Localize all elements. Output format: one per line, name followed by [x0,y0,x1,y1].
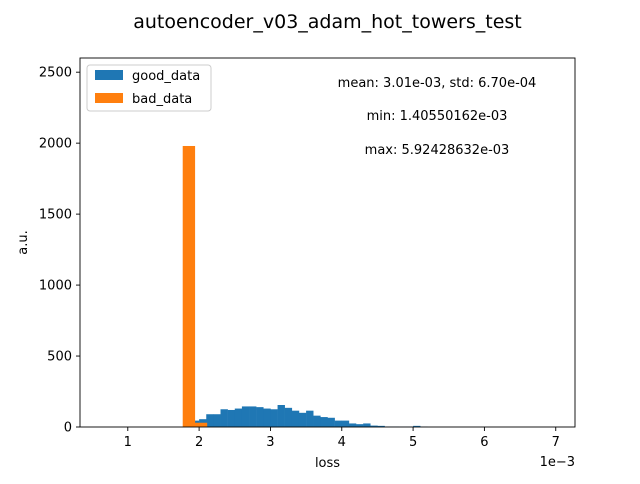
bar-good-data [263,409,270,427]
y-tick-label: 2500 [39,66,72,81]
bar-good-data [213,414,220,427]
y-tick-label: 1000 [39,279,72,294]
bar-good-data [328,418,335,427]
x-tick-label: 5 [409,435,417,450]
bar-bad-data [183,146,195,427]
bar-good-data [221,409,228,427]
bar-good-data [206,414,213,427]
y-axis-label: a.u. [16,230,31,254]
bar-good-data [342,421,349,427]
bar-good-data [306,411,313,427]
x-tick-label: 2 [195,435,203,450]
y-axis-ticks: 0 500 1000 1500 2000 2500 [39,66,80,436]
bar-good-data [292,411,299,427]
legend-label-good-data: good_data [132,69,200,84]
x-tick-label: 4 [338,435,346,450]
legend: good_data bad_data [87,65,211,111]
bar-good-data [249,406,256,427]
bar-good-data [320,417,327,427]
annotation-mean-std: mean: 3.01e-03, std: 6.70e-04 [338,76,537,91]
bar-good-data [363,423,370,427]
legend-label-bad-data: bad_data [132,92,192,107]
chart-title: autoencoder_v03_adam_hot_towers_test [133,11,522,33]
stats-annotations: mean: 3.01e-03, std: 6.70e-04 min: 1.405… [338,76,537,158]
x-axis-offset-label: 1e−3 [540,455,575,470]
y-tick-label: 2000 [39,137,72,152]
bar-good-data [335,421,342,427]
y-tick-label: 0 [64,421,72,436]
bar-good-data [299,413,306,427]
bars-layer [183,146,428,427]
bar-good-data [349,423,356,427]
y-tick-label: 500 [47,350,72,365]
bar-good-data [285,408,292,427]
bar-good-data [242,406,249,427]
bar-good-data [278,405,285,427]
bar-good-data [270,409,277,427]
legend-swatch-good-data [95,70,123,80]
x-tick-label: 6 [480,435,488,450]
bar-good-data [313,416,320,427]
x-tick-label: 7 [552,435,560,450]
annotation-min: min: 1.40550162e-03 [367,109,508,124]
bar-good-data [256,407,263,427]
bar-good-data [228,410,235,427]
bar-good-data [235,409,242,427]
x-tick-label: 3 [266,435,274,450]
x-axis-label: loss [315,456,340,471]
bar-bad-data [195,423,207,427]
legend-swatch-bad-data [95,93,123,103]
y-tick-label: 1500 [39,208,72,223]
annotation-max: max: 5.92428632e-03 [365,143,510,158]
x-tick-label: 1 [124,435,132,450]
x-axis-ticks: 1 2 3 4 5 6 7 [124,427,560,450]
